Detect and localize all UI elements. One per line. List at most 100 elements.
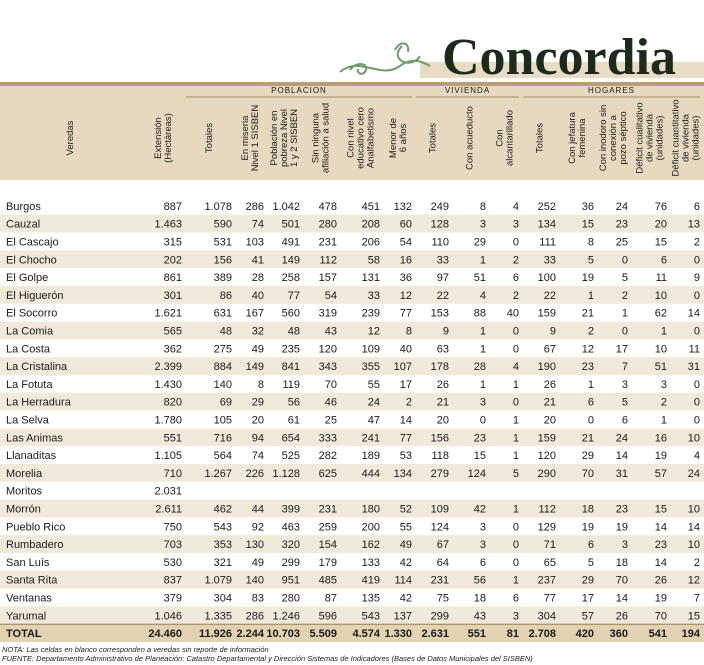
cell: 3 <box>622 539 628 551</box>
cell: 11.926 <box>199 628 232 640</box>
cell: 179 <box>319 557 337 569</box>
cell: 44 <box>252 504 264 516</box>
cell: 3 <box>513 219 519 231</box>
row-label: Cauzal <box>6 219 40 231</box>
cell: 1.430 <box>154 379 182 391</box>
column-header: de vivienda <box>645 113 656 162</box>
cell: 2.244 <box>236 628 264 640</box>
cell: 419 <box>362 575 380 587</box>
cell: 5 <box>588 254 594 266</box>
cell: 1.079 <box>204 575 232 587</box>
cell: 1.042 <box>272 201 300 213</box>
cell: 3 <box>480 397 486 409</box>
cell: 29 <box>252 397 264 409</box>
cell: 1.267 <box>204 468 232 480</box>
cell: 530 <box>164 557 182 569</box>
column-header: Déficit cuantitativo <box>671 99 682 176</box>
cell: 19 <box>582 272 594 284</box>
cell: 154 <box>319 539 337 551</box>
row-background <box>0 517 704 536</box>
cell: 190 <box>538 361 556 373</box>
cell: 710 <box>164 468 182 480</box>
cell: 1 <box>480 254 486 266</box>
cell: 5 <box>513 468 519 480</box>
cell: 15 <box>474 450 486 462</box>
cell: 1 <box>513 504 519 516</box>
row-label: El Cascajo <box>6 237 59 249</box>
cell: 280 <box>282 593 300 605</box>
cell: 231 <box>319 504 337 516</box>
cell: 28 <box>474 361 486 373</box>
cell: 26 <box>437 379 449 391</box>
cell: 2 <box>622 290 628 302</box>
cell: 478 <box>319 201 337 213</box>
cell: 54 <box>400 237 412 249</box>
cell: 119 <box>282 379 300 391</box>
row-background <box>0 499 704 518</box>
title-band <box>420 62 704 78</box>
cell: 343 <box>319 361 337 373</box>
column-header: Con <box>495 129 506 146</box>
cell: 0 <box>694 397 700 409</box>
cell: 0 <box>513 397 519 409</box>
row-background <box>0 286 704 304</box>
cell: 23 <box>655 539 667 551</box>
cell: 362 <box>164 343 182 355</box>
cell: 10.703 <box>266 628 300 640</box>
cell: 14 <box>616 450 628 462</box>
cell: 0 <box>513 521 519 533</box>
row-background <box>0 321 704 340</box>
column-header: Totales <box>204 123 215 153</box>
row-label: Morrón <box>6 504 41 516</box>
cell: 2 <box>661 397 667 409</box>
cell: 20 <box>655 219 667 231</box>
cell: 1 <box>588 379 594 391</box>
header-rule <box>0 82 704 86</box>
cell: 887 <box>164 201 182 213</box>
cell: 6 <box>694 201 700 213</box>
cell: 109 <box>362 343 380 355</box>
row-background <box>0 375 704 393</box>
row-background <box>0 428 704 447</box>
cell: 279 <box>431 468 449 480</box>
cell: 61 <box>288 415 300 427</box>
cell: 128 <box>431 219 449 231</box>
row-background <box>0 250 704 269</box>
cell: 0 <box>622 326 628 338</box>
column-header: femenina <box>577 118 588 158</box>
cell: 485 <box>319 575 337 587</box>
cell: 249 <box>431 201 449 213</box>
cell: 56 <box>288 397 300 409</box>
cell: 820 <box>164 397 182 409</box>
cell: 14 <box>616 593 628 605</box>
cell: 48 <box>220 326 232 338</box>
cell: 560 <box>282 308 300 320</box>
cell: 444 <box>362 468 380 480</box>
cell: 25 <box>616 237 628 249</box>
column-header: 1 y 2 SISBEN <box>289 109 300 167</box>
cell: 159 <box>538 308 556 320</box>
row-label: La Selva <box>6 415 50 427</box>
cell: 178 <box>431 361 449 373</box>
cell: 631 <box>214 308 232 320</box>
cell: 0 <box>513 557 519 569</box>
cell: 2 <box>694 237 700 249</box>
ornament-leaf <box>394 42 421 64</box>
column-header: Extensión <box>153 117 164 159</box>
cell: 1 <box>513 450 519 462</box>
row-label: Rumbadero <box>6 539 63 551</box>
cell: 2.708 <box>528 628 556 640</box>
cell: 355 <box>362 361 380 373</box>
cell: 14 <box>655 557 667 569</box>
cell: 64 <box>437 557 449 569</box>
cell: 625 <box>319 468 337 480</box>
cell: 0 <box>694 415 700 427</box>
cell: 7 <box>622 361 628 373</box>
cell: 134 <box>394 468 412 480</box>
row-background <box>0 410 704 429</box>
group-header: POBLACION <box>271 86 327 95</box>
cell: 124 <box>468 468 486 480</box>
cell: 110 <box>431 237 449 249</box>
cell: 1 <box>661 415 667 427</box>
cell: 36 <box>582 201 594 213</box>
